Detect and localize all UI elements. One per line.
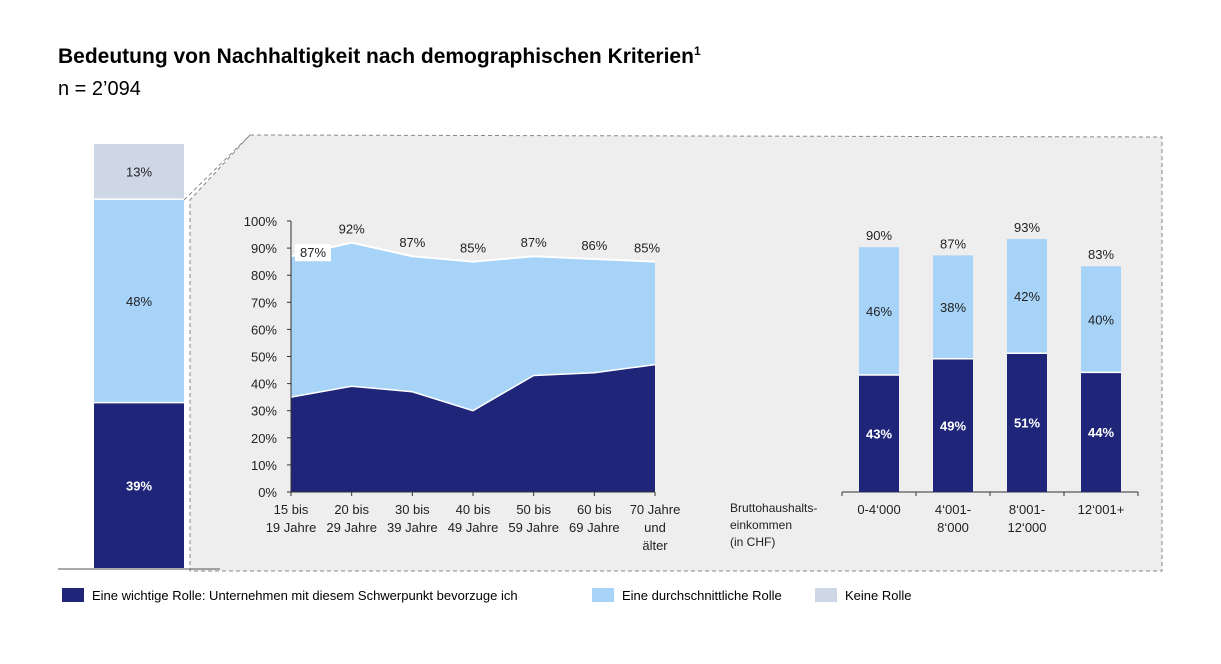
income-total-label: 93% bbox=[1014, 220, 1040, 235]
area-total-label: 87% bbox=[300, 245, 326, 260]
area-wichtig-outline bbox=[290, 363, 656, 412]
x-category-label: 50 bis bbox=[516, 502, 551, 517]
title-footnote: 1 bbox=[693, 44, 701, 58]
income-bar-durchschnittlich bbox=[1007, 239, 1047, 354]
income-bar-durchschnittlich bbox=[933, 255, 973, 359]
income-category-label: 8‘001- bbox=[1009, 502, 1045, 517]
total-bar-segment bbox=[94, 402, 184, 568]
y-tick-label: 20% bbox=[251, 431, 277, 446]
total-bar-label: 48% bbox=[126, 294, 152, 309]
y-tick-label: 30% bbox=[251, 404, 277, 419]
income-label-wichtig: 43% bbox=[866, 427, 892, 442]
area-total-label: 85% bbox=[460, 241, 486, 256]
x-category-label: 20 bis bbox=[334, 502, 369, 517]
income-total-label: 83% bbox=[1088, 247, 1114, 262]
area-wichtig bbox=[291, 364, 655, 492]
y-tick-label: 40% bbox=[251, 377, 277, 392]
y-tick-label: 10% bbox=[251, 458, 277, 473]
x-category-label: älter bbox=[642, 538, 668, 553]
area-total-label: 85% bbox=[634, 241, 660, 256]
income-total-label: 90% bbox=[866, 228, 892, 243]
income-axis-title: Bruttohaushalts- bbox=[730, 501, 817, 515]
x-category-label: 15 bis bbox=[274, 502, 309, 517]
y-tick-label: 100% bbox=[244, 214, 278, 229]
x-category-label: 40 bis bbox=[456, 502, 491, 517]
area-total-label: 87% bbox=[399, 235, 425, 250]
area-total-label: 86% bbox=[581, 238, 607, 253]
legend-item-durchschnittlich: Eine durchschnittliche Rolle bbox=[592, 587, 782, 603]
legend-label: Keine Rolle bbox=[845, 587, 912, 603]
area-total-outline bbox=[290, 241, 656, 263]
legend-label: Eine wichtige Rolle: Unternehmen mit die… bbox=[92, 587, 518, 603]
income-bar-wichtig bbox=[1007, 353, 1047, 492]
legend-item-keine: Keine Rolle bbox=[815, 587, 912, 603]
income-bar-wichtig bbox=[933, 358, 973, 492]
income-label-durchschnittlich: 40% bbox=[1088, 312, 1114, 327]
income-label-wichtig: 51% bbox=[1014, 416, 1040, 431]
total-bar-segment bbox=[94, 199, 184, 403]
x-category-label: 19 Jahre bbox=[266, 520, 317, 535]
legend-swatch bbox=[62, 588, 84, 602]
y-tick-label: 80% bbox=[251, 268, 277, 283]
income-bar-durchschnittlich bbox=[859, 247, 899, 376]
area-total-label: 87% bbox=[521, 235, 547, 250]
sample-size: n = 2’094 bbox=[58, 78, 141, 100]
x-category-label: 69 Jahre bbox=[569, 520, 620, 535]
income-label-durchschnittlich: 42% bbox=[1014, 289, 1040, 304]
income-label-wichtig: 44% bbox=[1088, 425, 1114, 440]
y-tick-label: 50% bbox=[251, 350, 277, 365]
x-category-label: 70 Jahre bbox=[630, 502, 681, 517]
income-bar-wichtig bbox=[859, 375, 899, 492]
legend-item-wichtig: Eine wichtige Rolle: Unternehmen mit die… bbox=[62, 587, 518, 603]
zoom-connector bbox=[183, 134, 251, 201]
x-category-label: 60 bis bbox=[577, 502, 612, 517]
income-label-wichtig: 49% bbox=[940, 418, 966, 433]
total-bar-label: 39% bbox=[126, 478, 152, 493]
x-category-label: 30 bis bbox=[395, 502, 430, 517]
income-category-label: 8‘000 bbox=[937, 520, 969, 535]
x-category-label: 49 Jahre bbox=[448, 520, 499, 535]
legend-swatch bbox=[815, 588, 837, 602]
chart-title: Bedeutung von Nachhaltigkeit nach demogr… bbox=[58, 44, 701, 68]
y-tick-label: 70% bbox=[251, 295, 277, 310]
area-total-label-bg bbox=[295, 244, 331, 262]
income-axis-title: einkommen bbox=[730, 518, 792, 532]
y-tick-label: 60% bbox=[251, 322, 277, 337]
x-category-label: 59 Jahre bbox=[508, 520, 559, 535]
income-category-label: 12‘000 bbox=[1007, 520, 1046, 535]
x-category-label: 39 Jahre bbox=[387, 520, 438, 535]
y-tick-label: 0% bbox=[258, 485, 277, 500]
income-category-label: 0-4‘000 bbox=[857, 502, 900, 517]
income-axis-title: (in CHF) bbox=[730, 535, 775, 549]
income-total-label: 87% bbox=[940, 236, 966, 251]
legend-label: Eine durchschnittliche Rolle bbox=[622, 587, 782, 603]
income-category-label: 12‘001+ bbox=[1078, 502, 1125, 517]
y-tick-label: 90% bbox=[251, 241, 277, 256]
income-bar-durchschnittlich bbox=[1081, 266, 1121, 373]
total-bar-label: 13% bbox=[126, 165, 152, 180]
legend-swatch bbox=[592, 588, 614, 602]
x-category-label: 29 Jahre bbox=[326, 520, 377, 535]
x-category-label: und bbox=[644, 520, 666, 535]
income-label-durchschnittlich: 38% bbox=[940, 300, 966, 315]
total-bar-segment bbox=[94, 144, 184, 200]
area-total-label: 92% bbox=[339, 222, 365, 237]
income-label-durchschnittlich: 46% bbox=[866, 304, 892, 319]
income-category-label: 4‘001- bbox=[935, 502, 971, 517]
income-bar-wichtig bbox=[1081, 372, 1121, 492]
